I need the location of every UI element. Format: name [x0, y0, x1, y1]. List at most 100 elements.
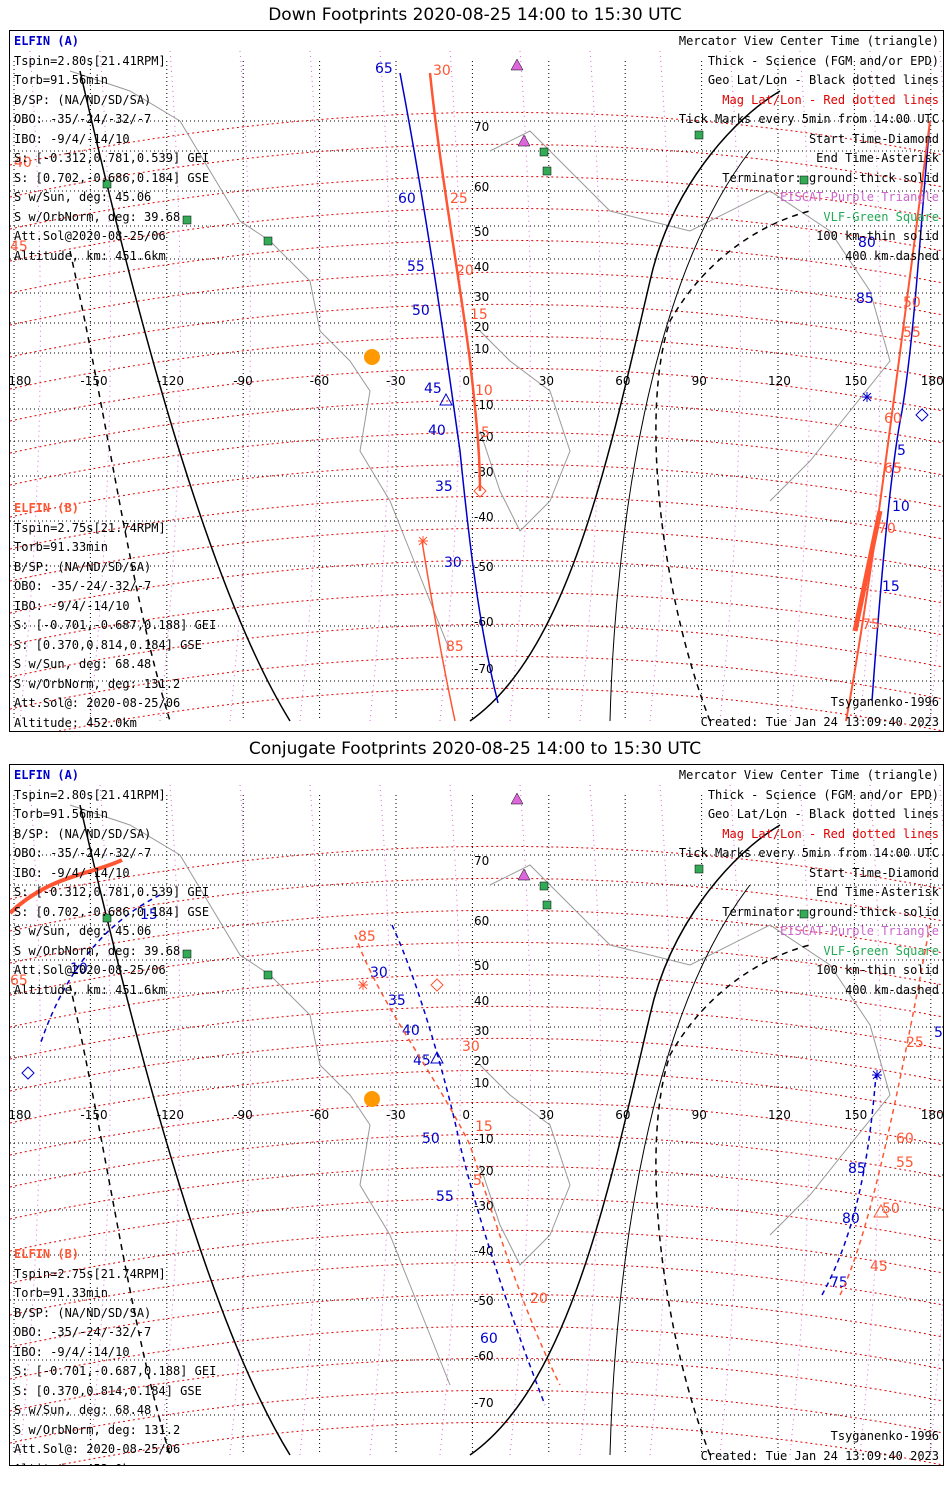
longitude-label: 30: [539, 374, 554, 388]
sat-b-tick-label: 85: [446, 639, 464, 655]
sat-b-tick-label: 30: [462, 1039, 480, 1055]
latitude-label: 50: [474, 959, 489, 973]
info-line: B/SP: (NA/ND/SD/SA): [14, 826, 152, 841]
info-line: ELFIN (A): [14, 768, 80, 782]
latitude-label: -30: [474, 1199, 494, 1213]
sat-b-track: [354, 934, 561, 1386]
info-line: ELFIN (A): [14, 34, 80, 48]
vlf-square-icon: [799, 175, 809, 185]
sat-b-tick-label: 15: [470, 307, 488, 323]
info-line: S w/Sun, deg: 68.48: [14, 1403, 152, 1417]
longitude-label: -180: [10, 1108, 31, 1122]
coastline-americas: [69, 804, 451, 1386]
terminator-400km: [69, 984, 171, 1456]
mag-meridian: [649, 50, 671, 722]
sat-b-track: [845, 120, 931, 722]
longitude-label: -90: [233, 1108, 253, 1122]
sat-a-tick-label: 50: [412, 303, 430, 319]
longitude-label: 150: [844, 1108, 867, 1122]
mag-meridian: [649, 784, 671, 1456]
info-line: S: [0.370,0.814,0.184] GSE: [14, 637, 202, 652]
info-line: Terminator: ground-thick solid: [722, 170, 939, 185]
mag-latitude-label: 65: [10, 973, 28, 989]
info-line: Tick Marks every 5min from 14:00 UTC: [678, 112, 939, 126]
map-legend: Mercator View Center Time (triangle) Thic…: [679, 766, 939, 1000]
latitude-label: -60: [474, 615, 494, 629]
sat-a-tick-label: 85: [856, 291, 874, 307]
coastline-americas: [69, 70, 451, 652]
vlf-square-icon: [799, 909, 809, 919]
info-line: ELFIN (B): [14, 501, 80, 515]
latitude-label: -50: [474, 560, 494, 574]
longitude-label: 180: [921, 1108, 943, 1122]
latitude-label: -40: [474, 1244, 494, 1258]
sat-a-tick-label: 5: [897, 443, 906, 459]
vlf-square-icon: [542, 900, 552, 910]
conjugate-footprints-map: -180 -150 -120 -90 -60 -30 0 30 60 90 120 150 180 70 6…: [9, 764, 944, 1466]
sat-a-tick-label: 40: [402, 1023, 420, 1039]
coastline-eurasia: [489, 864, 891, 1236]
latitude-label: -60: [474, 1349, 494, 1363]
longitude-label: 30: [539, 1108, 554, 1122]
latitude-label: -10: [474, 398, 494, 412]
latitude-label: 10: [474, 1076, 489, 1090]
info-line: Altitude: 452.0km: [14, 1460, 216, 1466]
end-asterisk-icon: [358, 980, 368, 990]
latitude-label: -40: [474, 510, 494, 524]
info-line: Torb=91.33min: [14, 540, 108, 554]
info-line: S: [-0.701,-0.687,0.188] GEI: [14, 618, 217, 632]
info-line: S w/OrbNorm, deg: 39.68: [14, 943, 181, 958]
latitude-label: -70: [474, 662, 494, 676]
down-footprints-map: -180 -150 -120 -90 -60 -30 0 30 60 90 120 150 180 70 6…: [9, 30, 944, 732]
sat-a-track: [39, 894, 161, 1046]
latitude-label: 20: [474, 320, 489, 334]
sat-a-track: [821, 1074, 877, 1296]
sun-icon: [364, 1091, 380, 1107]
sat-a-tick-label: 30: [444, 555, 462, 571]
longitude-label: -120: [157, 1108, 184, 1122]
sat-a-tick-label: 60: [480, 1331, 498, 1347]
vlf-square-icon: [182, 215, 192, 225]
sat-b-tick-label: 25: [450, 191, 468, 207]
start-diamond-icon: [473, 484, 487, 498]
info-line: S: [-0.312,0.781,0.539] GEI: [14, 151, 210, 165]
sat-b-tick-label: 45: [870, 1259, 888, 1275]
terminator-400km: [69, 250, 171, 722]
bottom-panel-title: Conjugate Footprints 2020-08-25 14:00 to…: [248, 739, 702, 759]
latitude-label: 50: [474, 225, 489, 239]
longitude-label: -90: [233, 374, 253, 388]
info-line: OBO: -35/-24/-32/-7: [14, 846, 152, 860]
created-timestamp: Created: Tue Jan 24 13:09:40 2023: [700, 715, 939, 729]
mag-latitude-label: 40: [14, 155, 32, 171]
vlf-square-icon: [539, 881, 549, 891]
vlf-square-icon: [102, 913, 112, 923]
info-line: 100 km-thin solid: [816, 963, 939, 977]
info-line: Mag Lat/Lon - Red dotted lines: [722, 92, 939, 107]
sat-b-tick-label: 55: [903, 325, 921, 341]
latitude-label: 60: [474, 180, 489, 194]
info-line: IBO: -9/4/-14/10: [14, 598, 130, 613]
info-line: S: [-0.701,-0.687,0.188] GEI: [14, 1364, 217, 1378]
info-line: Mag Lat/Lon - Red dotted lines: [722, 826, 939, 841]
longitude-label: -120: [157, 374, 184, 388]
sat-b-tick-label: 65: [884, 461, 902, 477]
vlf-square-icon: [694, 864, 704, 874]
model-credit: Tsyganenko-1996: [830, 695, 939, 709]
sat-b-info: ELFIN (B) Tspin=2.75s[21.74RPM] Torb=91.33…: [14, 1245, 217, 1466]
vlf-square-icon: [263, 236, 273, 246]
sat-a-track: [871, 120, 931, 702]
info-line: Geo Lat/Lon - Black dotted lines: [707, 807, 939, 821]
info-line: B/SP: (NA/ND/SD/SA): [14, 1305, 152, 1320]
sat-a-tick-label: 35: [388, 993, 406, 1009]
eiscat-triangle-icon: [517, 134, 531, 147]
latitude-label: -30: [474, 465, 494, 479]
vlf-square-icon: [542, 166, 552, 176]
end-asterisk-icon: [862, 392, 872, 402]
sat-a-tick-label: 80: [842, 1211, 860, 1227]
longitude-label: 0: [462, 1108, 470, 1122]
sat-a-tick-label: 65: [375, 61, 393, 77]
latitude-label: 30: [474, 290, 489, 304]
info-line: Att.Sol@: 2020-08-25/06: [14, 1442, 181, 1456]
info-line: Tspin=2.80s[21.41RPM]: [14, 787, 166, 802]
sat-a-tick-label: 15: [140, 907, 158, 923]
